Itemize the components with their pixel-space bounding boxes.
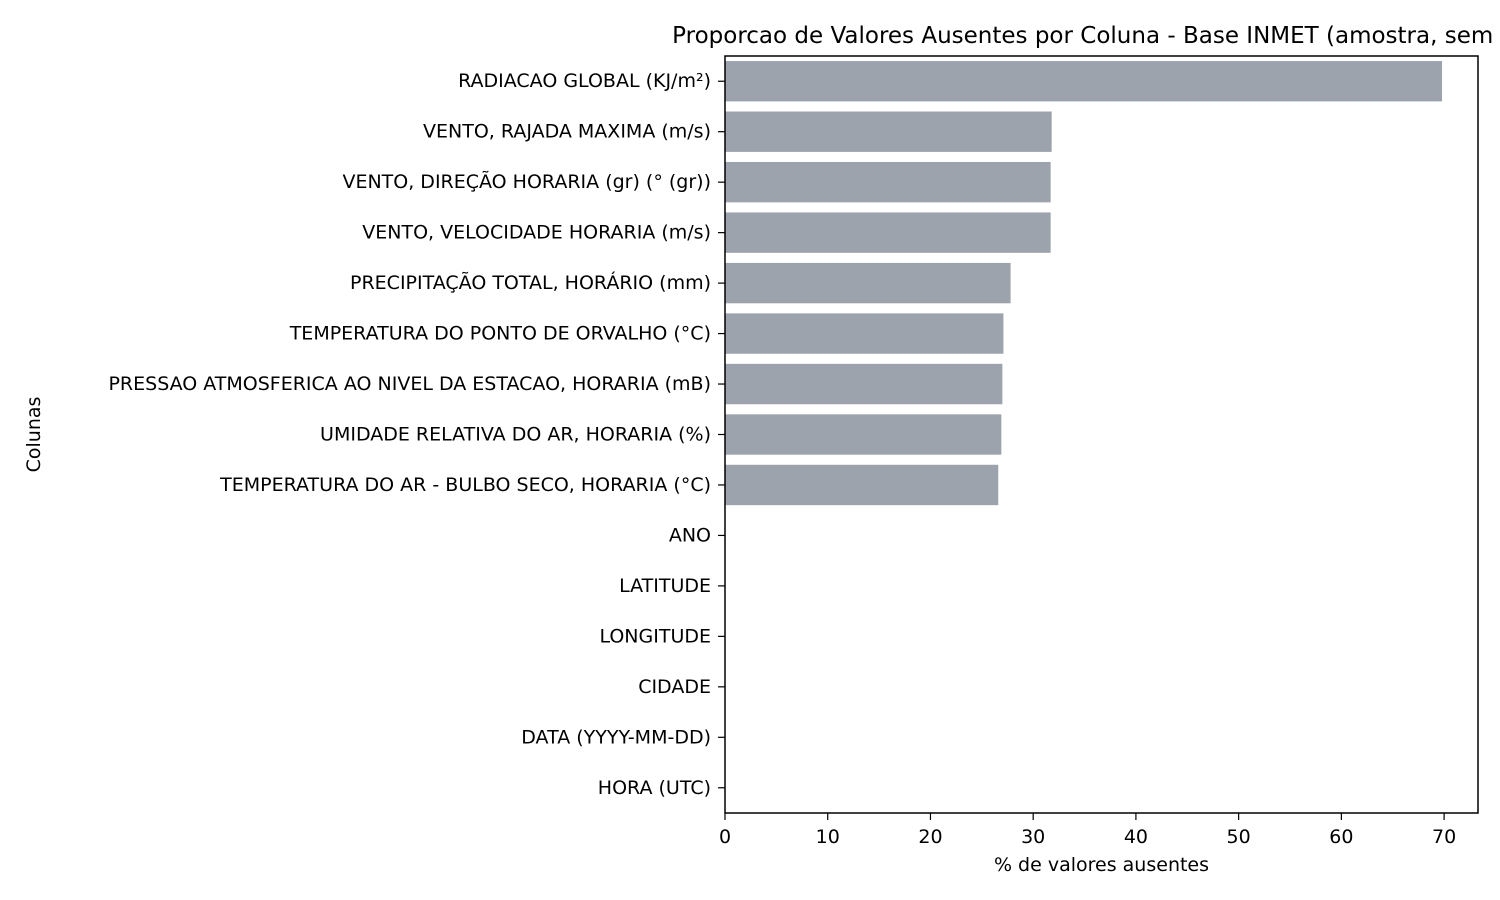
chart-title: Proporcao de Valores Ausentes por Coluna… (672, 23, 1500, 49)
bar-radiacao-global-kj-m (725, 61, 1443, 102)
y-tick-label: VENTO, RAJADA MAXIMA (m/s) (423, 121, 711, 143)
y-tick-label: TEMPERATURA DO AR - BULBO SECO, HORARIA … (219, 474, 711, 496)
ticks-layer: RADIACAO GLOBAL (KJ/m²) VENTO, RAJADA MAX… (108, 70, 1456, 848)
x-tick-label: 60 (1329, 826, 1353, 848)
x-tick-label: 20 (918, 826, 942, 848)
y-tick-label: VENTO, DIREÇÃO HORARIA (gr) (° (gr)) (342, 170, 711, 193)
y-tick-label: LONGITUDE (599, 625, 711, 647)
x-tick-label: 30 (1021, 826, 1045, 848)
plot-frame (724, 55, 1479, 814)
bar-vento-rajada-maxima-m-s (725, 111, 1052, 152)
y-tick-label: VENTO, VELOCIDADE HORARIA (m/s) (362, 222, 711, 244)
y-tick-label: PRECIPITAÇÃO TOTAL, HORÁRIO (mm) (350, 271, 711, 294)
x-tick-label: 0 (719, 826, 731, 848)
x-tick-label: 40 (1124, 826, 1148, 848)
y-tick-label: DATA (YYYY-MM-DD) (521, 726, 711, 748)
bar-pressao-atmosferica-ao-nivel-da-estacao-horaria-mb (725, 363, 1003, 405)
y-tick-label: HORA (UTC) (598, 777, 711, 799)
bar-temperatura-do-ponto-de-orvalho-c (725, 313, 1004, 354)
y-tick-label: RADIACAO GLOBAL (KJ/m²) (458, 70, 711, 92)
bars-layer (725, 61, 1443, 506)
bar-temperatura-do-ar-bulbo-seco-horaria-c (725, 464, 999, 506)
y-axis-label: Colunas (23, 397, 45, 473)
y-tick-label: UMIDADE RELATIVA DO AR, HORARIA (%) (320, 424, 711, 446)
y-tick-label: LATITUDE (619, 575, 711, 597)
y-tick-label: ANO (669, 524, 711, 546)
x-tick-label: 70 (1432, 826, 1456, 848)
bar-precipita-o-total-hor-rio-mm (725, 262, 1011, 304)
x-axis-label: % de valores ausentes (994, 854, 1209, 876)
y-tick-label: PRESSAO ATMOSFERICA AO NIVEL DA ESTACAO,… (108, 373, 711, 395)
x-tick-label: 10 (816, 826, 840, 848)
bar-vento-velocidade-horaria-m-s (725, 212, 1051, 253)
y-tick-label: CIDADE (638, 676, 711, 698)
bar-umidade-relativa-do-ar-horaria (725, 414, 1002, 455)
bar-vento-dire-o-horaria-gr-gr (725, 161, 1051, 203)
x-tick-label: 50 (1227, 826, 1251, 848)
y-tick-label: TEMPERATURA DO PONTO DE ORVALHO (°C) (289, 323, 711, 345)
